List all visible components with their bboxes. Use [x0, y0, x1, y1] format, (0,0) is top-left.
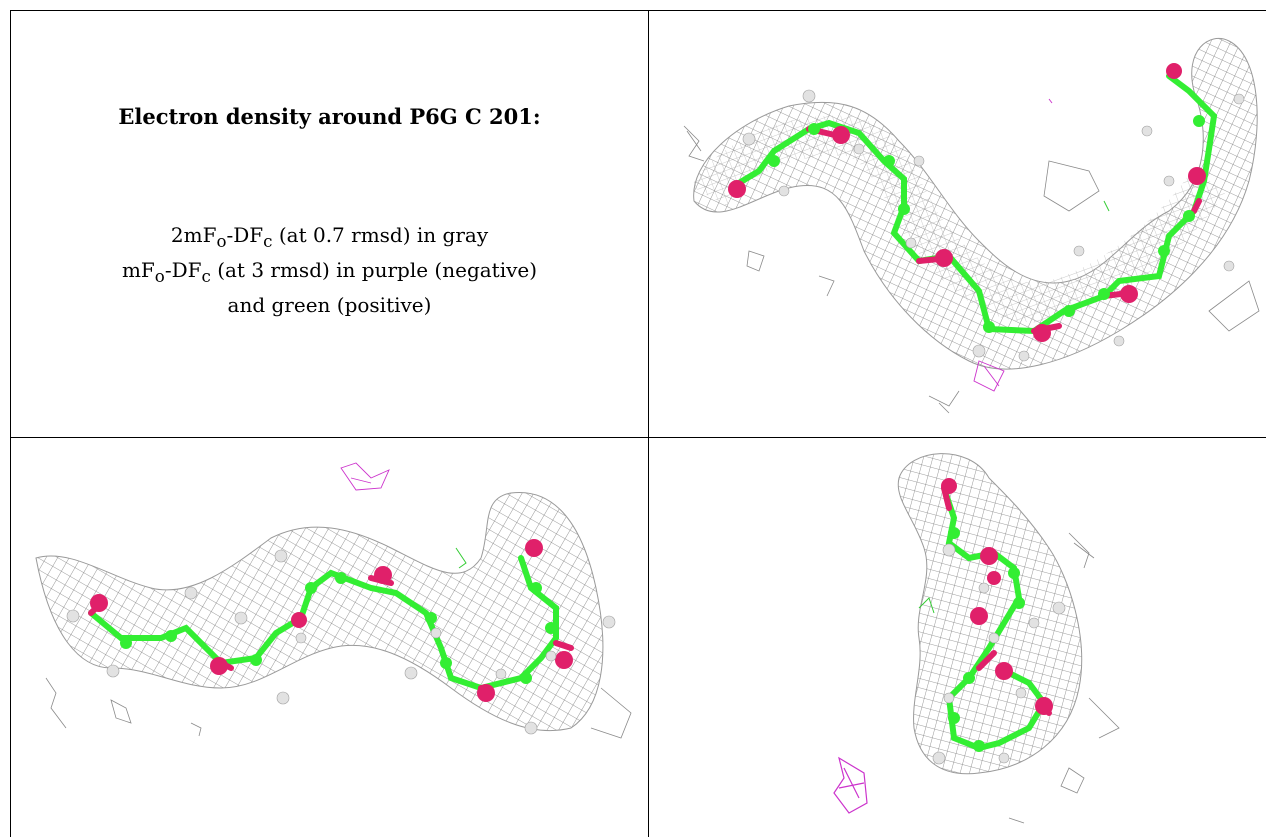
caption-line-2-b: -DF [164, 258, 202, 282]
caption-line-2-c: (at 3 rmsd) in purple (negative) [210, 258, 538, 282]
border-left [10, 10, 11, 837]
density-view-bottom-right [833, 453, 1120, 824]
oxygen-atoms [941, 478, 1053, 715]
hydrogen-atoms [932, 543, 1066, 765]
caption-line-2: mFo-DFc (at 3 rmsd) in purple (negative) [11, 256, 648, 291]
figure-grid: Electron density around P6G C 201: 2mFo-… [10, 10, 1266, 837]
oxygen-atoms [728, 63, 1206, 342]
caption-line-1-b: -DF [226, 223, 264, 247]
caption-line-2-sub-o: o [154, 267, 165, 286]
noise-mesh [1008, 532, 1120, 824]
noise-mesh [683, 125, 1260, 414]
carbon-atoms [948, 527, 1025, 752]
caption-lines: 2mFo-DFc (at 0.7 rmsd) in gray mFo-DFc (… [11, 221, 648, 319]
caption-line-3: and green (positive) [227, 293, 432, 317]
hydrogen-atoms [742, 89, 1245, 362]
density-view-bottom-left [35, 462, 632, 739]
border-row-divider [10, 437, 1266, 438]
density-view-top-right [683, 38, 1260, 414]
negative-density [340, 462, 390, 491]
figure-title: Electron density around P6G C 201: [118, 104, 541, 129]
oxygen-atoms [90, 539, 573, 702]
negative-density [833, 756, 868, 814]
caption-line-1: 2mFo-DFc (at 0.7 rmsd) in gray [11, 221, 648, 256]
caption-line-2-sub-c: c [201, 267, 211, 286]
caption-line-1-sub-c: c [263, 232, 273, 251]
caption-line-1-sub-o: o [216, 232, 227, 251]
caption-line-1-c: (at 0.7 rmsd) in gray [272, 223, 489, 247]
negative-density [973, 98, 1053, 392]
border-middle [648, 10, 649, 837]
hydrogen-atoms [66, 549, 616, 735]
carbon-atoms [768, 115, 1205, 333]
view-bottom-left [11, 438, 648, 837]
noise-mesh [45, 677, 632, 739]
border-top [10, 10, 1266, 11]
view-bottom-right [649, 438, 1266, 837]
caption-line-1-a: 2mF [170, 223, 217, 247]
view-top-right [649, 11, 1266, 437]
caption-cell: Electron density around P6G C 201: 2mFo-… [11, 11, 648, 437]
density-mesh [35, 491, 604, 732]
caption-line-2-a: mF [121, 258, 155, 282]
carbon-atoms [120, 572, 557, 684]
density-mesh [897, 453, 1083, 775]
